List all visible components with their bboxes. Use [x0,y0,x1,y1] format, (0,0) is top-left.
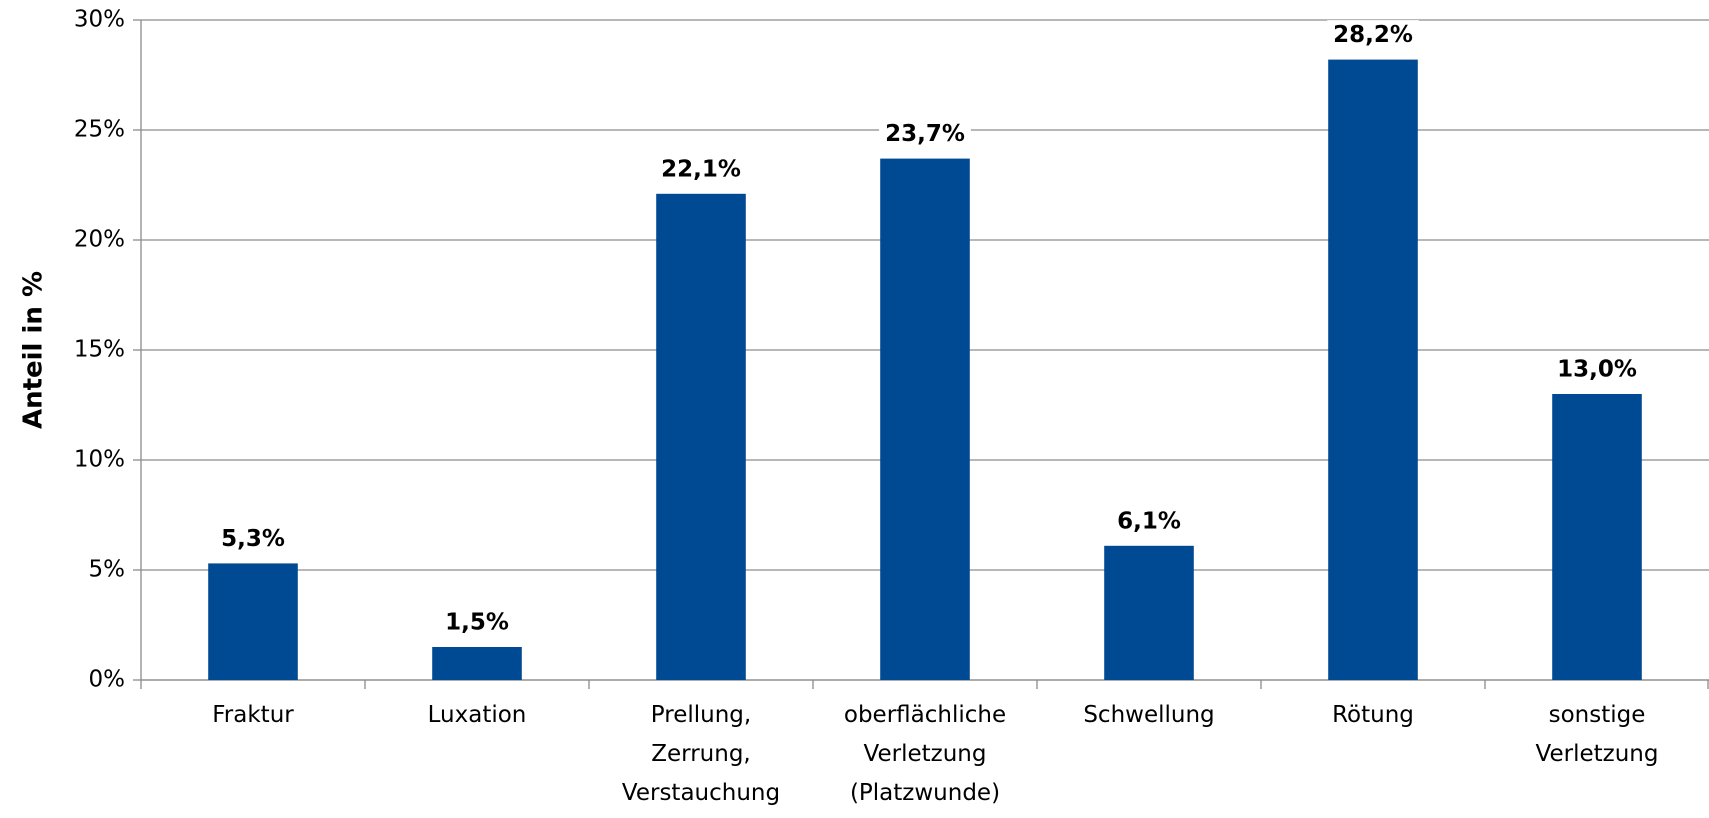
y-tick-label: 5% [89,557,126,583]
data-label-background [879,119,971,150]
x-tick-label-line: (Platzwunde) [850,780,1000,806]
data-label: 5,3% [221,526,285,552]
bar [880,158,970,681]
data-label: 23,7% [885,121,965,147]
x-tick-label-line: Verstauchung [622,780,780,806]
bar [1328,59,1418,681]
x-tick-label-line: Rötung [1332,702,1414,728]
x-tick-label-line: Luxation [428,702,527,728]
x-tick-label-line: sonstige [1549,702,1646,728]
data-label-background [215,523,291,554]
data-label-background [439,607,515,638]
data-label-background [1327,20,1419,51]
data-label: 6,1% [1117,508,1181,534]
x-tick-label: Luxation [428,702,527,728]
x-tick-label: Prellung, Zerrung, Verstauchung [622,702,780,806]
x-tick-label-line: Fraktur [212,702,294,728]
bar [432,647,522,680]
x-tick-label-line: Prellung, [651,702,751,728]
x-tick-label: Schwellung [1083,702,1214,728]
y-tick-label: 25% [74,117,125,143]
data-label: 28,2% [1333,22,1413,48]
bar [208,563,298,680]
data-label-background [1111,506,1187,537]
y-tick-label: 30% [74,7,125,33]
data-label: 22,1% [661,156,741,182]
y-axis-title: Anteil in % [19,271,49,429]
data-label-background [655,154,747,185]
y-tick-label: 20% [74,227,125,253]
y-tick-label: 15% [74,337,125,363]
data-label: 13,0% [1557,357,1637,383]
x-tick-label: sonstige Verletzung [1536,702,1659,767]
y-tick-label: 10% [74,447,125,473]
x-tick-label-line: Verletzung [864,741,987,767]
x-tick-label-line: Zerrung, [651,741,750,767]
bar [1552,394,1642,680]
data-label-background [1551,354,1643,385]
x-tick-label: Fraktur [212,702,294,728]
x-tick-label-line: Schwellung [1083,702,1214,728]
x-tick-label-line: oberflächliche [844,702,1006,728]
x-tick-label: Rötung [1332,702,1414,728]
x-tick-label: oberflächliche Verletzung (Platzwunde) [844,702,1006,806]
y-tick-label: 0% [89,667,126,693]
data-label: 1,5% [445,610,509,636]
bar [1104,545,1194,680]
bar [656,193,746,681]
x-tick-label-line: Verletzung [1536,741,1659,767]
